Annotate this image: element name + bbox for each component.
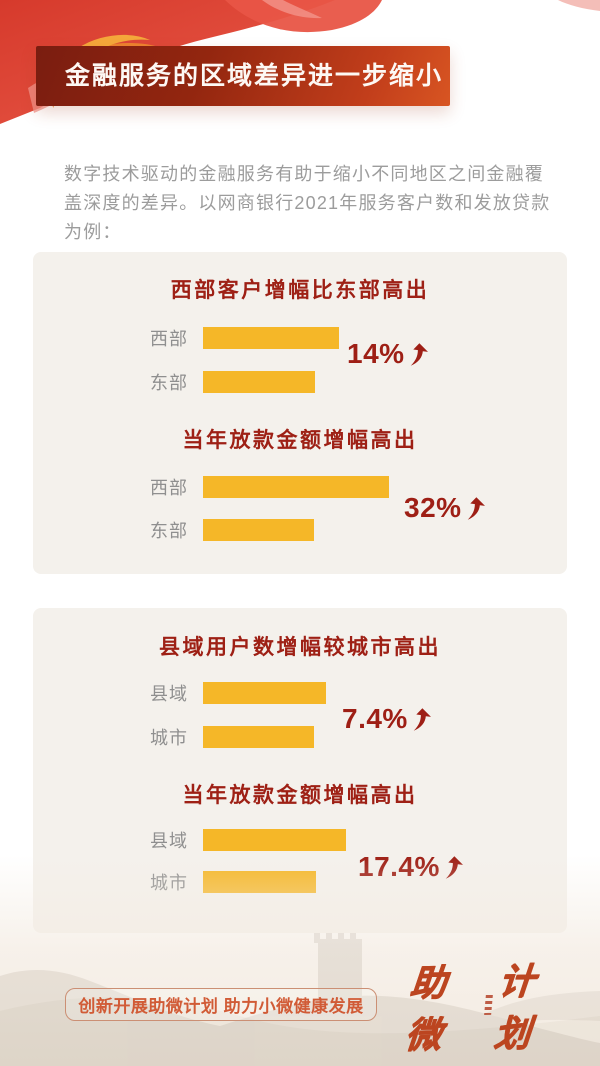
brand-logo-text-2: 计划 [492,960,538,1054]
bar-city-users [203,726,314,748]
stats-card-west-east: 西部客户增幅比东部高出 西部 东部 14% 当年放款金额增幅高出 西部 东部 3… [33,252,567,574]
intro-text: 数字技术驱动的金融服务有助于缩小不同地区之间金融覆盖深度的差异。以网商银行202… [64,164,551,242]
difference-label-customers: 14% [347,338,428,369]
difference-value: 7.4% [342,703,408,734]
stats-card-county-city: 县域用户数增幅较城市高出 县域 城市 7.4% 当年放款金额增幅高出 县域 城市… [33,608,567,933]
difference-label-county-loans: 17.4% [358,851,463,882]
brand-logo-text-1: 助微 [403,961,449,1056]
bar-row-county: 县域 [150,682,326,704]
bar-row-city: 城市 [150,871,316,893]
bar-east-loans [203,519,314,541]
difference-value: 17.4% [358,851,440,882]
brand-logo: 助微 计划 [404,960,571,1055]
footer-slogan-badge: 创新开展助微计划 助力小微健康发展 [65,988,377,1021]
bar-west-loans [203,476,389,498]
difference-value: 32% [404,492,462,523]
bar-row-east: 东部 [150,371,315,393]
logo-seal-mark [483,994,493,1016]
difference-label-users: 7.4% [342,703,431,734]
bar-label: 西部 [150,478,188,498]
bar-west-customers [203,327,339,349]
up-arrow-icon [445,855,463,879]
bar-row-city: 城市 [150,726,314,748]
bar-label: 东部 [150,373,188,393]
footer-slogan: 创新开展助微计划 助力小微健康发展 [78,997,364,1016]
bar-east-customers [203,371,315,393]
bar-label: 东部 [150,521,188,541]
bar-label: 城市 [150,728,188,748]
up-arrow-icon [467,496,485,520]
bar-row-west: 西部 [150,327,339,349]
bar-row-west: 西部 [150,476,389,498]
difference-value: 14% [347,338,405,369]
difference-label-loans: 32% [404,492,485,523]
bar-label: 西部 [150,329,188,349]
chart-title-county-users: 县域用户数增幅较城市高出 [159,636,441,659]
chart-title-west-loans: 当年放款金额增幅高出 [182,429,418,452]
bar-label: 县域 [150,684,188,704]
page-title: 金融服务的区域差异进一步缩小 [65,61,444,90]
bar-county-users [203,682,326,704]
bar-label: 城市 [150,873,188,893]
bar-city-loans [203,871,316,893]
header-banner: 金融服务的区域差异进一步缩小 [36,46,450,106]
chart-title-county-loans: 当年放款金额增幅高出 [182,784,418,807]
up-arrow-icon [410,342,428,366]
chart-title-west-customers: 西部客户增幅比东部高出 [170,279,430,302]
up-arrow-icon [413,707,431,731]
bar-county-loans [203,829,346,851]
bar-row-east: 东部 [150,519,314,541]
bar-row-county: 县域 [150,829,346,851]
bar-label: 县域 [150,831,188,851]
